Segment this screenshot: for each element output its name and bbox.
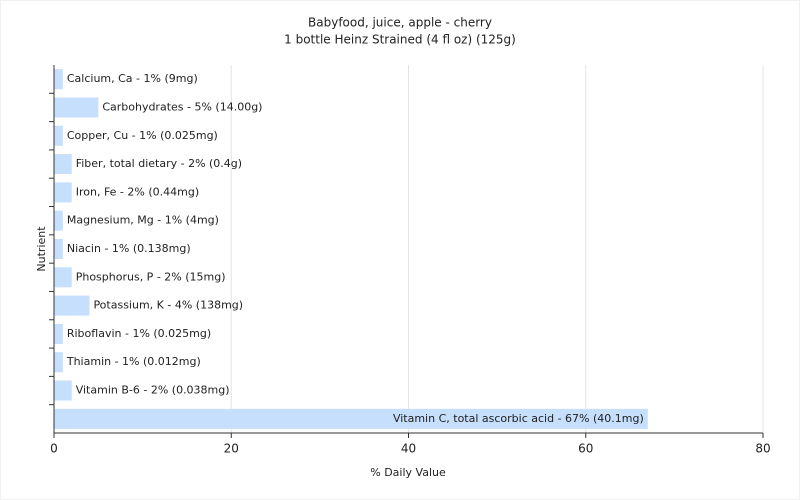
x-tick-label: 0: [50, 442, 58, 456]
value-label: Magnesium, Mg - 1% (4mg): [67, 214, 219, 227]
x-tick-label: 60: [578, 442, 593, 456]
value-label: Fiber, total dietary - 2% (0.4g): [76, 157, 242, 170]
value-label: Potassium, K - 4% (138mg): [93, 299, 243, 312]
x-tick-label: 20: [224, 442, 239, 456]
value-label: Thiamin - 1% (0.012mg): [66, 355, 201, 368]
bar: [54, 154, 72, 175]
chart-title: Babyfood, juice, apple - cherry: [308, 16, 492, 30]
bar: [54, 267, 72, 288]
bar: [54, 182, 72, 203]
bar: [54, 323, 63, 344]
y-axis-label: Nutrient: [35, 226, 48, 272]
bar: [54, 125, 63, 146]
bar: [54, 69, 63, 90]
x-tick-label: 80: [755, 442, 770, 456]
x-tick-label: 40: [401, 442, 416, 456]
value-label: Calcium, Ca - 1% (9mg): [67, 72, 198, 85]
bar: [54, 295, 90, 316]
value-label: Carbohydrates - 5% (14.00g): [102, 100, 262, 113]
value-label: Riboflavin - 1% (0.025mg): [67, 327, 211, 340]
value-label: Vitamin C, total ascorbic acid - 67% (40…: [393, 412, 644, 425]
bar: [54, 380, 72, 401]
bar: [54, 352, 63, 373]
bar: [54, 97, 99, 118]
chart-subtitle: 1 bottle Heinz Strained (4 fl oz) (125g): [284, 33, 516, 47]
value-label: Copper, Cu - 1% (0.025mg): [67, 129, 218, 142]
bar: [54, 408, 648, 429]
value-label: Phosphorus, P - 2% (15mg): [76, 270, 226, 283]
value-label: Niacin - 1% (0.138mg): [67, 242, 191, 255]
bar: [54, 239, 63, 259]
value-label: Iron, Fe - 2% (0.44mg): [76, 185, 199, 198]
value-label: Vitamin B-6 - 2% (0.038mg): [76, 384, 230, 397]
bar: [54, 210, 63, 231]
x-axis-label: % Daily Value: [370, 466, 446, 479]
